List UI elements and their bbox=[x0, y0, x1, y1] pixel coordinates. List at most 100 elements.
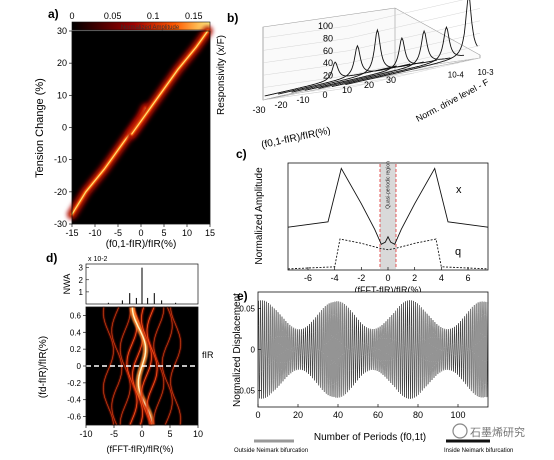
grid-line bbox=[347, 57, 481, 89]
x-tick-label: -20 bbox=[274, 100, 287, 110]
panel-d-inset-scale: x 10-2 bbox=[88, 256, 108, 263]
series-x-label: x bbox=[456, 184, 462, 196]
panel-e-letter: e) bbox=[237, 289, 248, 303]
x-tick-label: 6 bbox=[465, 273, 470, 283]
y-tick-label: -0.05 bbox=[237, 387, 256, 396]
responsivity-curve bbox=[304, 36, 438, 91]
x-tick-label: 20 bbox=[364, 80, 374, 90]
panel-e: e) 0 20 40 60 80 100 0.05 0 -0.05 Normalized Dis… bbox=[232, 289, 513, 454]
fir-reference-label: fIR bbox=[202, 350, 214, 360]
z-tick-label: 100 bbox=[318, 21, 333, 31]
panel-d-ylabel: (fd-fIR)/fIR(%) bbox=[38, 336, 49, 398]
panel-b-xlabel: (f0,1-fIR)/fIR(%) bbox=[260, 126, 331, 151]
y-tick-label: 0 bbox=[251, 346, 256, 355]
watermark-text: 石墨烯研究 bbox=[470, 425, 525, 439]
inset-y-tick-label: 1 bbox=[79, 288, 84, 297]
responsivity-curve bbox=[278, 44, 411, 95]
x-tick-label: -6 bbox=[304, 273, 312, 283]
x-tick-label: -5 bbox=[110, 429, 118, 439]
panel-a-ylabel: Tension Change (%) bbox=[34, 78, 46, 178]
x-tick-label: 5 bbox=[167, 429, 172, 439]
x-tick-label: 0 bbox=[139, 429, 144, 439]
panel-c: c) Quasi-periodic region -6 -4 -2 0 2 4 6 x q … bbox=[236, 147, 489, 295]
y-tick-label: 0.05 bbox=[239, 304, 255, 313]
colorbar-tick-label: 0.05 bbox=[104, 11, 122, 21]
y-tick-label: 0 bbox=[62, 123, 67, 133]
x-tick-label: 100 bbox=[450, 410, 465, 420]
y-tick-label: -10 bbox=[54, 155, 67, 165]
grid-line bbox=[262, 38, 349, 51]
x-tick-label: -15 bbox=[65, 228, 78, 238]
panel-e-xlabel: Number of Periods (f0,1t) bbox=[314, 432, 426, 443]
x-tick-label: 2 bbox=[412, 273, 417, 283]
spectral-ridge-core bbox=[146, 306, 158, 426]
panel-b-ylabel: Norm. drive level - F bbox=[414, 77, 491, 124]
x-tick-label: -2 bbox=[357, 273, 365, 283]
panel-b-letter: b) bbox=[227, 11, 238, 25]
x-tick-label: -4 bbox=[331, 273, 339, 283]
y-tick-label: -30 bbox=[54, 219, 67, 229]
panel-b: b) -30 -20 -10 0 10 20 30 20 40 60 80 100 10-4 10-3 R… bbox=[216, 0, 494, 151]
panel-a-letter: a) bbox=[48, 7, 59, 21]
panel-d-xlabel: (fFFT-fIR)/fIR(%) bbox=[107, 444, 174, 454]
x-tick-label: 10 bbox=[342, 85, 352, 95]
y-tick-label: 20 bbox=[57, 58, 67, 68]
panel-b-zlabel: Responsivity (x/F) bbox=[216, 35, 227, 115]
colorbar: 0 0.05 0.1 0.15 Normalized Amplitude bbox=[69, 11, 211, 31]
x-tick-label: 20 bbox=[293, 410, 303, 420]
y-tick-label: 0.2 bbox=[70, 345, 82, 354]
grid-line bbox=[262, 87, 349, 101]
y-tick-label: 30 bbox=[57, 26, 67, 36]
series-q-label: q bbox=[455, 246, 461, 258]
y-tick-label: -0.6 bbox=[67, 413, 81, 422]
x-tick-label: 4 bbox=[439, 273, 444, 283]
grid-line bbox=[284, 82, 371, 96]
colorbar-tick-label: 0.15 bbox=[185, 11, 203, 21]
x-tick-label: 10 bbox=[193, 429, 203, 439]
colorbar-tick-label: 0 bbox=[69, 11, 74, 21]
panel-e-ylabel: Normalized Displacement bbox=[232, 293, 243, 407]
x-tick-label: -5 bbox=[114, 228, 122, 238]
panel-c-ylabel: Normalized Amplitude bbox=[254, 167, 265, 265]
x-tick-label: 0 bbox=[138, 228, 143, 238]
z-tick-label: 80 bbox=[323, 33, 333, 43]
colorbar-label: Normalized Amplitude bbox=[121, 25, 180, 31]
series-q-line bbox=[287, 238, 489, 270]
x-tick-label: 60 bbox=[373, 410, 383, 420]
x-tick-label: -10 bbox=[88, 228, 101, 238]
z-tick-label: 20 bbox=[323, 71, 333, 81]
grid-line bbox=[347, 20, 481, 51]
x-tick-label: 0 bbox=[385, 273, 390, 283]
quasi-periodic-region-label: Quasi-periodic region bbox=[386, 161, 392, 209]
panel-c-xlabel: (fFFT-fIR)/fIR(%) bbox=[355, 285, 422, 295]
panel-d-inset-ylabel: NWA bbox=[62, 274, 72, 295]
panel-a: a) 0 0.05 0.1 0.15 Normalized Amplitude -15… bbox=[34, 7, 215, 250]
z-tick-label: 60 bbox=[323, 46, 333, 56]
heat-ridge-peak bbox=[131, 30, 209, 135]
x-tick-label: -10 bbox=[296, 95, 309, 105]
z-tick-label: 40 bbox=[323, 58, 333, 68]
legend-outside-label: Outside Neimark bifurcation bbox=[234, 448, 308, 454]
x-tick-label: -10 bbox=[79, 429, 92, 439]
panel-d-letter: d) bbox=[46, 251, 57, 265]
panel-c-letter: c) bbox=[236, 147, 247, 161]
grid-line bbox=[372, 62, 459, 76]
grid-line bbox=[347, 0, 464, 27]
displacement-signal bbox=[257, 300, 489, 399]
y-tick-label: -20 bbox=[54, 187, 67, 197]
panel-a-xlabel: (f0,1-fIR)/fIR(%) bbox=[106, 239, 177, 250]
x-tick-label: 40 bbox=[333, 410, 343, 420]
colorbar-gradient bbox=[71, 21, 211, 31]
spectral-ridge-core bbox=[103, 306, 114, 426]
inset-y-tick-label: 2 bbox=[79, 276, 84, 285]
grid-line bbox=[262, 75, 349, 88]
y-tick-label: 0 bbox=[77, 362, 82, 371]
depth-tick-label: 10-4 bbox=[448, 70, 465, 79]
inset-y-tick-label: 3 bbox=[79, 264, 84, 273]
grid-line bbox=[262, 50, 349, 63]
y-tick-label: -0.2 bbox=[67, 379, 81, 388]
colorbar-tick-label: 0.1 bbox=[147, 11, 160, 21]
grid-line bbox=[262, 25, 349, 39]
spectral-ridge-core bbox=[119, 306, 131, 425]
